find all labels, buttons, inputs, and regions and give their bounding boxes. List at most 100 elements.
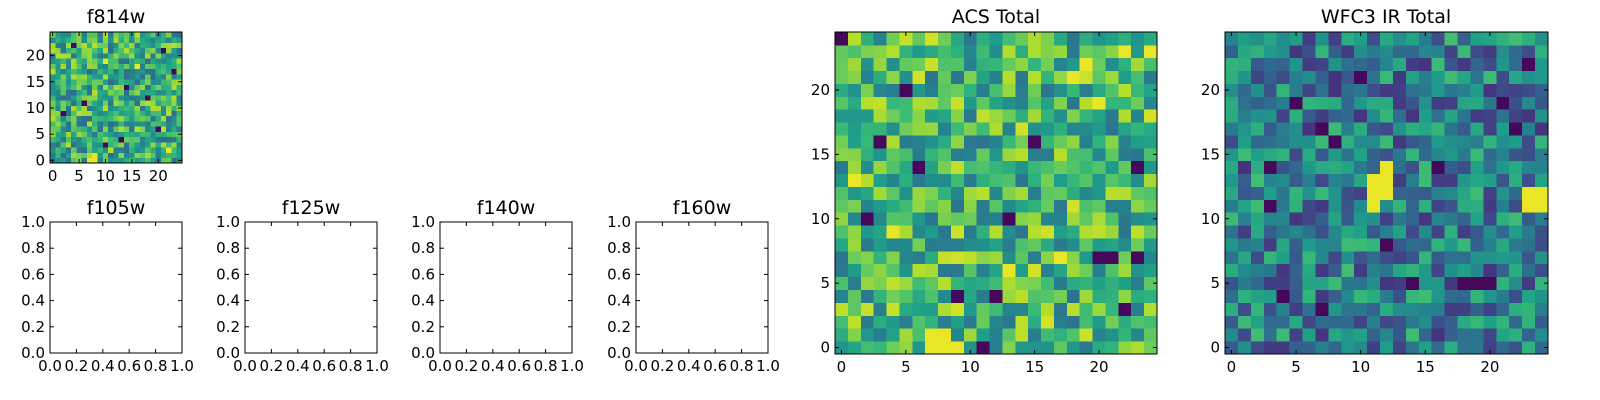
- heatmap-cell: [145, 142, 151, 148]
- heatmap-cell: [1276, 173, 1290, 187]
- heatmap-cell: [1092, 70, 1106, 84]
- heatmap-cell: [160, 121, 167, 127]
- heatmap-cell: [1131, 160, 1145, 175]
- heatmap-cell: [50, 73, 56, 80]
- heatmap-cell: [1405, 199, 1420, 213]
- heatmap-cell: [1289, 212, 1303, 226]
- heatmap-cell: [155, 37, 162, 43]
- heatmap-cell: [166, 73, 172, 80]
- heatmap-cell: [1237, 186, 1252, 200]
- heatmap-cell: [86, 110, 93, 117]
- heatmap-cell: [129, 63, 135, 70]
- heatmap-cell: [1496, 70, 1510, 84]
- panel-title: WFC3 IR Total: [1321, 6, 1451, 28]
- heatmap-cell: [835, 199, 849, 213]
- heatmap-cell: [1092, 57, 1106, 72]
- heatmap-cell: [123, 105, 130, 111]
- heatmap-cell: [1496, 173, 1510, 187]
- heatmap-cell: [847, 289, 862, 303]
- heatmap-cell: [1066, 250, 1081, 265]
- heatmap-cell: [1053, 341, 1068, 355]
- heatmap-cell: [1522, 250, 1536, 265]
- heatmap-cell: [139, 126, 146, 132]
- heatmap-cell: [1237, 328, 1252, 342]
- heatmap-cell: [873, 199, 887, 213]
- heatmap-cell: [139, 100, 146, 106]
- heatmap-cell: [1250, 70, 1265, 84]
- heatmap-cell: [76, 84, 83, 91]
- heatmap-cell: [1328, 263, 1342, 278]
- heatmap-cell: [1276, 328, 1290, 342]
- heatmap-cell: [97, 136, 104, 143]
- heatmap-cell: [1028, 44, 1042, 59]
- heatmap-cell: [1276, 263, 1290, 278]
- heatmap-cell: [835, 109, 849, 123]
- heatmap-cell: [1328, 328, 1342, 342]
- heatmap-cell: [1250, 238, 1265, 252]
- heatmap-cell: [1522, 276, 1536, 290]
- heatmap-cell: [1053, 135, 1068, 149]
- heatmap-cell: [171, 42, 178, 49]
- heatmap-cell: [1444, 225, 1458, 239]
- heatmap-cell: [1289, 225, 1303, 239]
- heatmap-cell: [1315, 57, 1329, 72]
- x-tick-label: 0: [1227, 358, 1237, 376]
- heatmap-cell: [925, 250, 939, 265]
- heatmap-cell: [1263, 199, 1278, 213]
- heatmap-cell: [1367, 57, 1381, 72]
- heatmap-cell: [60, 105, 67, 111]
- heatmap-cell: [835, 263, 849, 278]
- heatmap-cell: [1315, 160, 1329, 175]
- heatmap-cell: [1509, 238, 1523, 252]
- heatmap-cell: [886, 135, 900, 149]
- heatmap-cell: [1354, 225, 1368, 239]
- heatmap-cell: [1302, 44, 1316, 59]
- heatmap-cell: [50, 136, 56, 143]
- heatmap-cell: [1457, 147, 1471, 162]
- heatmap-cell: [963, 70, 978, 84]
- heatmap-cell: [1105, 173, 1119, 187]
- heatmap-cell: [1276, 199, 1290, 213]
- heatmap-cell: [1483, 341, 1497, 355]
- heatmap-cell: [113, 115, 120, 122]
- heatmap-cell: [1328, 122, 1342, 136]
- heatmap-cell: [899, 32, 913, 46]
- heatmap-cell: [81, 126, 88, 132]
- x-tick-label: 0.0: [428, 357, 452, 375]
- heatmap-cell: [1483, 83, 1497, 97]
- heatmap-cell: [860, 32, 875, 46]
- heatmap-cell: [1118, 44, 1132, 59]
- heatmap-cell: [1392, 96, 1407, 110]
- heatmap-cell: [1276, 302, 1290, 316]
- heatmap-cell: [150, 94, 156, 101]
- heatmap-cell: [1131, 263, 1145, 278]
- heatmap-cell: [925, 263, 939, 278]
- heatmap-cell: [60, 136, 67, 143]
- heatmap-cell: [1105, 250, 1119, 265]
- heatmap-cell: [938, 250, 952, 265]
- heatmap-cell: [134, 100, 141, 106]
- heatmap-cell: [171, 89, 178, 96]
- heatmap-cell: [925, 122, 939, 136]
- heatmap-cell: [1522, 83, 1536, 97]
- heatmap-cell: [50, 89, 56, 96]
- heatmap-cell: [113, 131, 120, 138]
- heatmap-cell: [1118, 32, 1132, 46]
- heatmap-cell: [1444, 70, 1458, 84]
- heatmap-cell: [171, 73, 178, 80]
- heatmap-cell: [1509, 122, 1523, 136]
- heatmap-cell: [1418, 199, 1433, 213]
- heatmap-cell: [938, 238, 952, 252]
- heatmap-cell: [1496, 225, 1510, 239]
- heatmap-cell: [938, 96, 952, 110]
- heatmap-cell: [925, 57, 939, 72]
- heatmap-cell: [86, 42, 93, 49]
- heatmap-cell: [81, 147, 88, 153]
- heatmap-cell: [1225, 122, 1239, 136]
- heatmap-cell: [1092, 186, 1106, 200]
- heatmap-cell: [938, 315, 952, 329]
- heatmap-cell: [1457, 315, 1471, 329]
- heatmap-cell: [1405, 276, 1420, 290]
- y-tick-label: 10: [811, 210, 830, 228]
- heatmap-cell: [1509, 225, 1523, 239]
